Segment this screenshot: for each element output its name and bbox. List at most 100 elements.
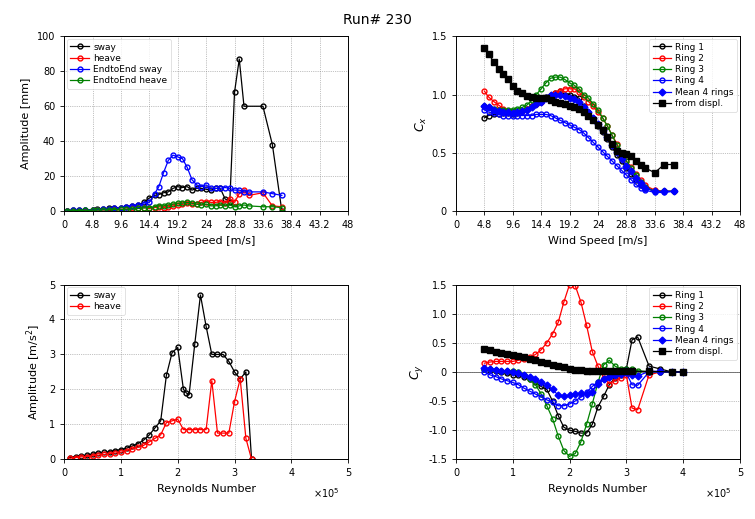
Ring 3 — [575, 86, 584, 92]
Ring 3 — [598, 115, 607, 121]
Ring 4 — [611, 372, 620, 378]
Ring 1 — [669, 188, 678, 195]
Ring 4 — [546, 113, 555, 119]
from displ. — [484, 51, 493, 57]
sway — [247, 456, 256, 462]
Ring 2 — [556, 88, 565, 94]
heave — [179, 427, 188, 433]
Ring 1 — [667, 369, 676, 375]
EndtoEnd heave — [145, 204, 154, 211]
Mean 4 rings — [537, 99, 546, 105]
Ring 2 — [679, 369, 688, 375]
heave — [183, 200, 192, 207]
heave — [173, 202, 182, 208]
Ring 1 — [485, 367, 495, 373]
heave — [116, 206, 125, 212]
EndtoEnd sway — [104, 206, 113, 212]
sway — [184, 391, 193, 398]
heave — [82, 454, 91, 460]
heave — [277, 203, 286, 210]
Ring 3 — [551, 74, 560, 80]
Mean 4 rings — [537, 379, 546, 385]
Ring 1 — [660, 188, 669, 195]
Ring 2 — [587, 348, 596, 354]
Ring 1 — [645, 363, 654, 369]
Ring 1 — [565, 427, 574, 433]
heave — [196, 427, 205, 433]
Ring 2 — [605, 380, 614, 387]
from displ. — [627, 153, 636, 159]
EndtoEnd heave — [220, 203, 230, 209]
heave — [71, 455, 80, 461]
heave — [220, 200, 230, 207]
Ring 3 — [622, 158, 631, 164]
Ring 2 — [667, 369, 676, 375]
sway — [202, 186, 211, 193]
Ring 1 — [541, 94, 550, 100]
heave — [184, 427, 193, 433]
from displ. — [553, 363, 562, 369]
heave — [145, 206, 154, 212]
Mean 4 rings — [576, 390, 585, 397]
EndtoEnd heave — [239, 202, 248, 208]
from displ. — [669, 161, 678, 168]
sway — [235, 56, 244, 62]
Line: Ring 4: Ring 4 — [482, 370, 686, 408]
Ring 1 — [593, 123, 602, 129]
Ring 1 — [559, 424, 569, 430]
Mean 4 rings — [622, 368, 631, 374]
Mean 4 rings — [605, 374, 614, 380]
sway — [92, 206, 101, 212]
Mean 4 rings — [612, 148, 621, 155]
Ring 3 — [589, 101, 598, 107]
Ring 1 — [633, 334, 643, 340]
Ring 4 — [527, 113, 536, 119]
Line: EndtoEnd heave: EndtoEnd heave — [65, 200, 285, 213]
from displ. — [679, 369, 688, 375]
Mean 4 rings — [656, 368, 665, 374]
Mean 4 rings — [497, 367, 506, 374]
Ring 3 — [587, 401, 596, 407]
heave — [216, 198, 225, 204]
Ring 1 — [616, 372, 625, 378]
EndtoEnd heave — [104, 207, 113, 213]
Ring 1 — [527, 103, 536, 110]
from displ. — [519, 354, 528, 361]
Mean 4 rings — [494, 108, 503, 114]
from displ. — [645, 368, 654, 374]
from displ. — [587, 367, 596, 374]
Ring 3 — [565, 80, 574, 86]
sway — [145, 195, 154, 201]
sway — [134, 202, 143, 208]
heave — [111, 450, 120, 456]
from displ. — [508, 84, 517, 90]
EndtoEnd heave — [211, 203, 220, 209]
sway — [224, 358, 233, 364]
Ring 3 — [645, 369, 654, 375]
from displ. — [489, 59, 498, 65]
Mean 4 rings — [636, 180, 645, 186]
Ring 3 — [631, 172, 640, 178]
heave — [134, 205, 143, 211]
Line: heave: heave — [67, 376, 254, 462]
Ring 3 — [546, 75, 555, 81]
heave — [173, 416, 182, 422]
Ring 3 — [650, 188, 659, 195]
sway — [111, 447, 120, 454]
EndtoEnd sway — [235, 187, 244, 193]
from displ. — [605, 368, 614, 374]
from displ. — [542, 360, 551, 366]
Ring 4 — [499, 113, 508, 119]
EndtoEnd sway — [239, 189, 248, 195]
heave — [140, 204, 149, 211]
Mean 4 rings — [503, 368, 512, 374]
from displ. — [616, 368, 625, 374]
Ring 2 — [584, 99, 593, 105]
Ring 4 — [492, 374, 501, 380]
Y-axis label: $C_x$: $C_x$ — [414, 116, 429, 132]
Ring 2 — [485, 359, 495, 365]
Ring 3 — [537, 86, 546, 92]
heave — [75, 208, 84, 214]
EndtoEnd sway — [192, 182, 201, 188]
heave — [213, 430, 222, 436]
